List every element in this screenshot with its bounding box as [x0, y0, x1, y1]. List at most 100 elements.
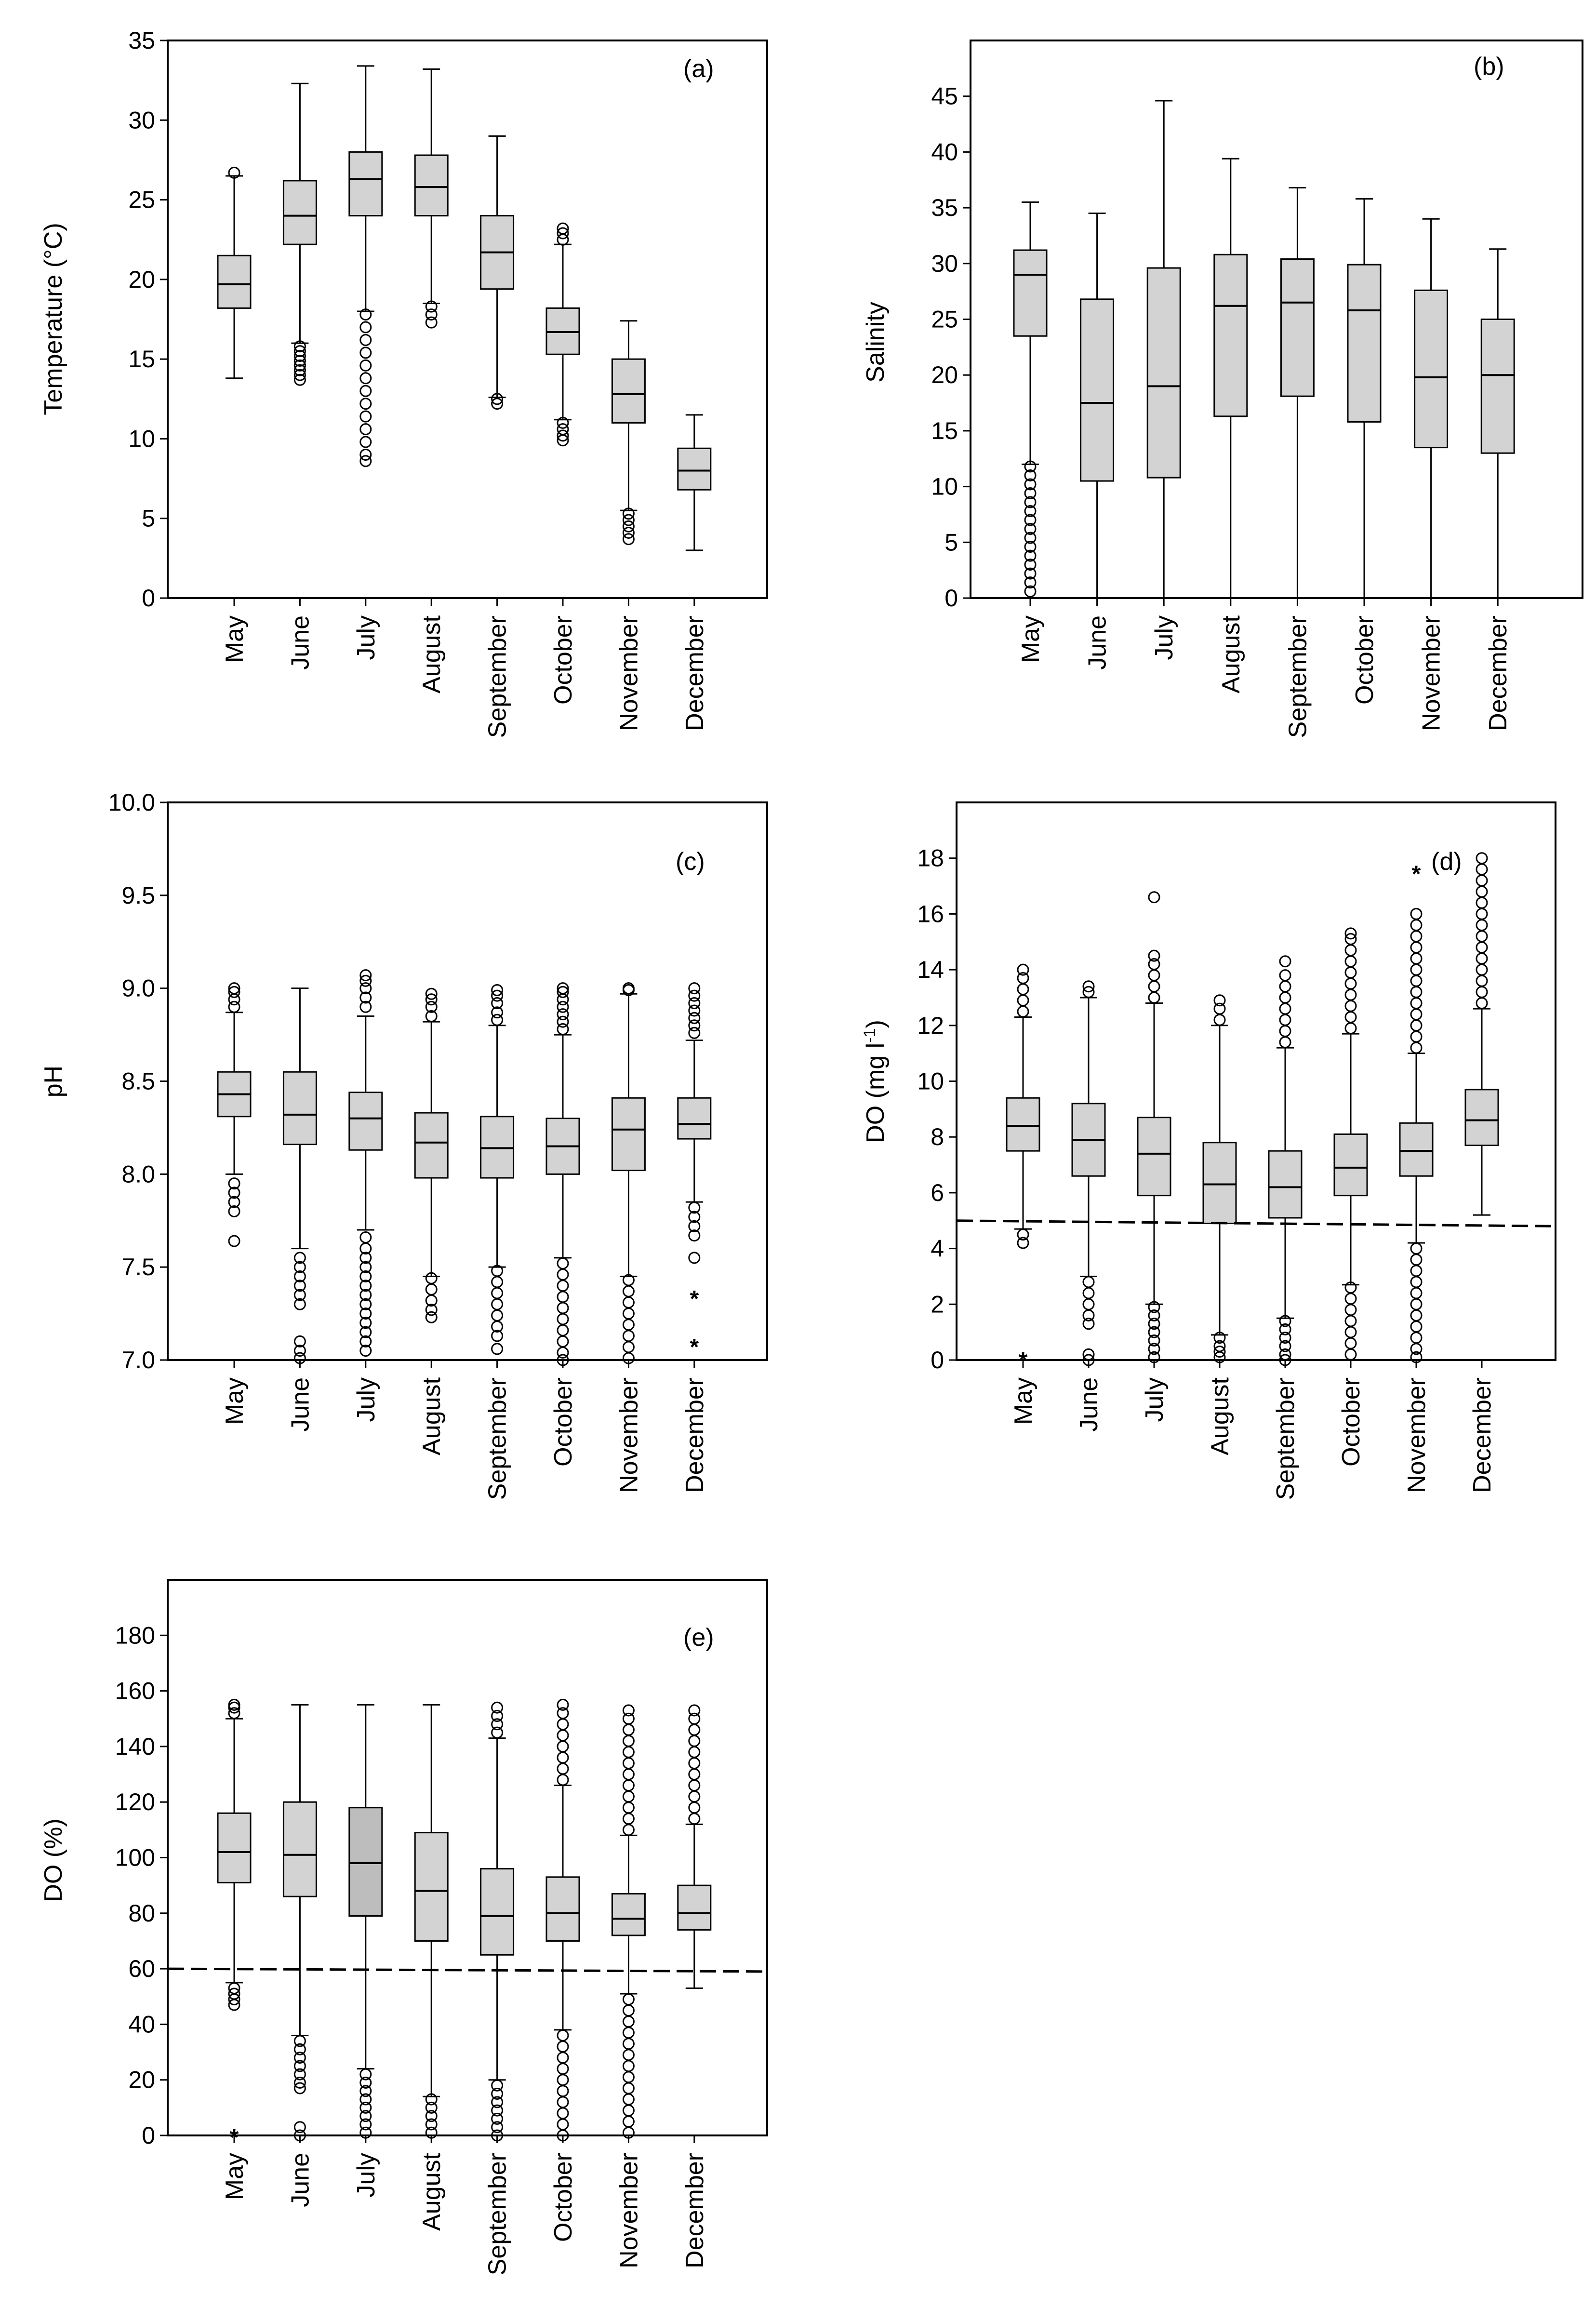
panel-c-outlier-low [293, 1335, 306, 1347]
panel-b-y-axis-label: Salinity [862, 302, 890, 383]
panel-d-outlier-high [1279, 969, 1291, 982]
panel-d-box [1399, 1122, 1434, 1177]
panel-d-outlier-low [1344, 1348, 1357, 1361]
panel-a-outlier-low [425, 300, 438, 313]
panel-b-outlier-low [1024, 478, 1037, 491]
panel-a-x-tick-label: October [549, 615, 577, 705]
panel-e-box [677, 1884, 712, 1931]
panel-c-outlier-low [557, 1257, 569, 1269]
panel-e-outlier-high [622, 1801, 635, 1814]
panel-d-box [1268, 1150, 1303, 1219]
panel-e-outlier-low [359, 2101, 372, 2114]
panel-e-box [282, 1801, 317, 1897]
panel-e-outlier-high [688, 1746, 701, 1758]
panel-e-outlier-high [557, 1774, 569, 1786]
panel-e-outlier-low [622, 2115, 635, 2128]
panel-d-y-axis-label-superscript: -1 [861, 1028, 879, 1043]
panel-d-x-tick-label: September [1272, 1377, 1300, 1500]
panel-c-outlier-high [228, 1000, 240, 1013]
panel-a-y-tick-label: 0 [142, 585, 155, 612]
panel-d-outlier-high [1017, 963, 1029, 976]
panel-e-outlier-low [491, 2088, 504, 2100]
panel-a-outlier-low [359, 308, 372, 321]
panel-a-box [677, 447, 712, 491]
panel-a-outlier-low [359, 359, 372, 372]
panel-d-outlier-low [1410, 1287, 1423, 1299]
panel-a-outlier-low [622, 514, 635, 526]
panel-d-outlier-high [1344, 966, 1357, 979]
panel-b-outlier-low [1024, 505, 1037, 518]
panel-c-outlier-high [688, 1027, 701, 1039]
panel-b-y-tick-label: 30 [931, 250, 958, 277]
panel-d-y-tick-label: 18 [917, 845, 944, 872]
panel-c-frame [167, 801, 768, 1361]
panel-c-outlier-high [359, 974, 372, 987]
panel-d-outlier-high [1344, 988, 1357, 1001]
panel-a-x-tick-label: November [615, 615, 643, 731]
panel-c-outlier-high [359, 982, 372, 995]
panel-d-outlier-high [1148, 991, 1160, 1004]
panel-c-outlier-high [425, 1000, 438, 1013]
panel-e-y-tick-label: 0 [142, 2122, 155, 2149]
panel-a-outlier-low [359, 436, 372, 448]
panel-c-outlier-high [228, 982, 240, 995]
panel-c-y-tick-label: 9.5 [121, 882, 155, 909]
panel-c-outlier-high [425, 1010, 438, 1023]
panel-d-box [1202, 1142, 1237, 1225]
panel-d-outlier-low [1410, 1309, 1423, 1321]
panel-e-y-tick-label: 20 [128, 2067, 155, 2094]
panel-c-outlier-low [622, 1341, 635, 1353]
panel-d-y-axis-label: DO (mg l-1) [861, 1020, 890, 1143]
panel-c-outlier-low [293, 1352, 306, 1364]
panel-b-outlier-low [1024, 514, 1037, 526]
panel-c-box [282, 1071, 317, 1146]
panel-d-outlier-high [1279, 980, 1291, 993]
panel-c-outlier-low [425, 1304, 438, 1316]
panel-e-outlier-high [557, 1762, 569, 1775]
panel-b-x-tick-label: June [1084, 615, 1112, 670]
panel-e-outlier-low [359, 2126, 372, 2139]
panel-c-outlier-low [491, 1309, 504, 1321]
panel-e-outlier-high [688, 1801, 701, 1814]
panel-b-outlier-low [1024, 576, 1037, 589]
panel-b-box [1080, 298, 1115, 482]
panel-a-outlier-low [359, 372, 372, 385]
panel-d-outlier-high [1476, 974, 1488, 987]
panel-d-outlier-high [1476, 997, 1488, 1010]
panel-e-outlier-low [622, 2060, 635, 2072]
panel-a-outlier-high [557, 227, 569, 240]
panel-e-outlier-high [491, 1709, 504, 1722]
panel-e-y-tick-label: 60 [128, 1955, 155, 1982]
panel-a-outlier-low [293, 354, 306, 367]
panel-e-outlier-high [557, 1740, 569, 1753]
panel-d-outlier-low [1148, 1334, 1160, 1347]
panel-d-outlier-low [1279, 1354, 1291, 1366]
panel-d-outlier-low [1279, 1315, 1291, 1327]
panel-b-box [1280, 258, 1315, 397]
panel-c-outlier-low [557, 1354, 569, 1366]
panel-e-x-tick-label: September [484, 2153, 512, 2275]
panel-c-outlier-low [688, 1229, 701, 1242]
panel-b-outlier-low [1024, 585, 1037, 598]
panel-d-frame [956, 801, 1556, 1361]
panel-d-outlier-high [1410, 919, 1423, 932]
panel-c-outlier-high [557, 1015, 569, 1028]
panel-e-outlier-low [293, 2068, 306, 2081]
panel-b-y-tick-label: 35 [931, 194, 958, 221]
panel-e-outlier-high [557, 1718, 569, 1731]
panel-c-outlier-high [491, 989, 504, 1002]
panel-d-outlier-high [1476, 919, 1488, 932]
panel-e-outlier-low [557, 2118, 569, 2131]
panel-e-box [217, 1812, 252, 1883]
panel-d-outlier-low [1410, 1276, 1423, 1288]
panel-d-outlier-high [1148, 891, 1160, 904]
panel-e-outlier-low [557, 2074, 569, 2086]
panel-d-outlier-high [1017, 994, 1029, 1007]
panel-a-y-tick-label: 5 [142, 505, 155, 532]
panel-e-y-tick-label: 160 [115, 1678, 155, 1705]
panel-d-extreme-low: * [1019, 1348, 1028, 1374]
panel-d-outlier-low [1410, 1351, 1423, 1363]
panel-c-outlier-low [228, 1235, 240, 1247]
panel-c-extreme-low: * [690, 1286, 699, 1312]
panel-a-x-tick-label: August [418, 615, 446, 693]
